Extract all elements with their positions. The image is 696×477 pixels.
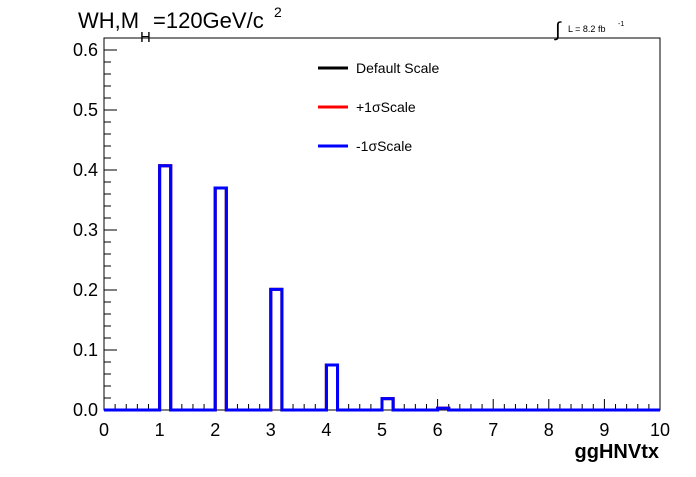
x-tick-label: 2 bbox=[210, 420, 220, 440]
y-tick-label: 0.4 bbox=[73, 160, 98, 180]
series-lines bbox=[104, 164, 660, 412]
x-tick-label: 6 bbox=[433, 420, 443, 440]
title-main: WH,M bbox=[78, 8, 139, 33]
series-line-0 bbox=[104, 164, 660, 412]
lumi-label: ∫ L = 8.2 fb -1 bbox=[554, 19, 624, 41]
x-tick-label: 7 bbox=[488, 420, 498, 440]
x-tick-labels: 0 1 2 3 4 5 6 7 8 9 10 bbox=[99, 420, 670, 440]
frame-box bbox=[103, 37, 661, 411]
legend-label: +1σScale bbox=[356, 99, 416, 115]
title-subscript: H bbox=[140, 29, 151, 46]
y-tick-label: 0.2 bbox=[73, 280, 98, 300]
series-line-1 bbox=[104, 164, 660, 412]
x-tick-label: 8 bbox=[544, 420, 554, 440]
title-rest: =120GeV/c bbox=[153, 8, 264, 33]
series-line-2 bbox=[104, 164, 660, 412]
x-tick-label: 10 bbox=[650, 420, 670, 440]
y-tick-label: 0.1 bbox=[73, 340, 98, 360]
integral-sign: ∫ bbox=[554, 19, 562, 41]
y-tick-label: 0.3 bbox=[73, 220, 98, 240]
lumi-superscript: -1 bbox=[618, 21, 624, 28]
x-tick-label: 1 bbox=[155, 420, 165, 440]
legend-label: Default Scale bbox=[356, 60, 439, 76]
axis-ticks bbox=[103, 37, 661, 411]
y-tick-label: 0.5 bbox=[73, 100, 98, 120]
y-tick-label: 0.6 bbox=[73, 40, 98, 60]
x-axis-title: ggHNVtx bbox=[575, 441, 659, 463]
x-tick-label: 9 bbox=[599, 420, 609, 440]
legend-label: -1σScale bbox=[356, 138, 412, 154]
x-tick-label: 3 bbox=[266, 420, 276, 440]
lumi-text: L = 8.2 fb bbox=[568, 24, 605, 34]
legend: Default Scale +1σScale -1σScale bbox=[318, 60, 439, 154]
title-superscript: 2 bbox=[274, 4, 282, 20]
x-tick-label: 5 bbox=[377, 420, 387, 440]
x-tick-label: 0 bbox=[99, 420, 109, 440]
y-tick-label: 0.0 bbox=[73, 400, 98, 420]
x-tick-label: 4 bbox=[321, 420, 331, 440]
y-tick-labels: 0.0 0.1 0.2 0.3 0.4 0.5 0.6 bbox=[73, 40, 98, 420]
title: WH,M H =120GeV/c 2 bbox=[78, 4, 282, 46]
